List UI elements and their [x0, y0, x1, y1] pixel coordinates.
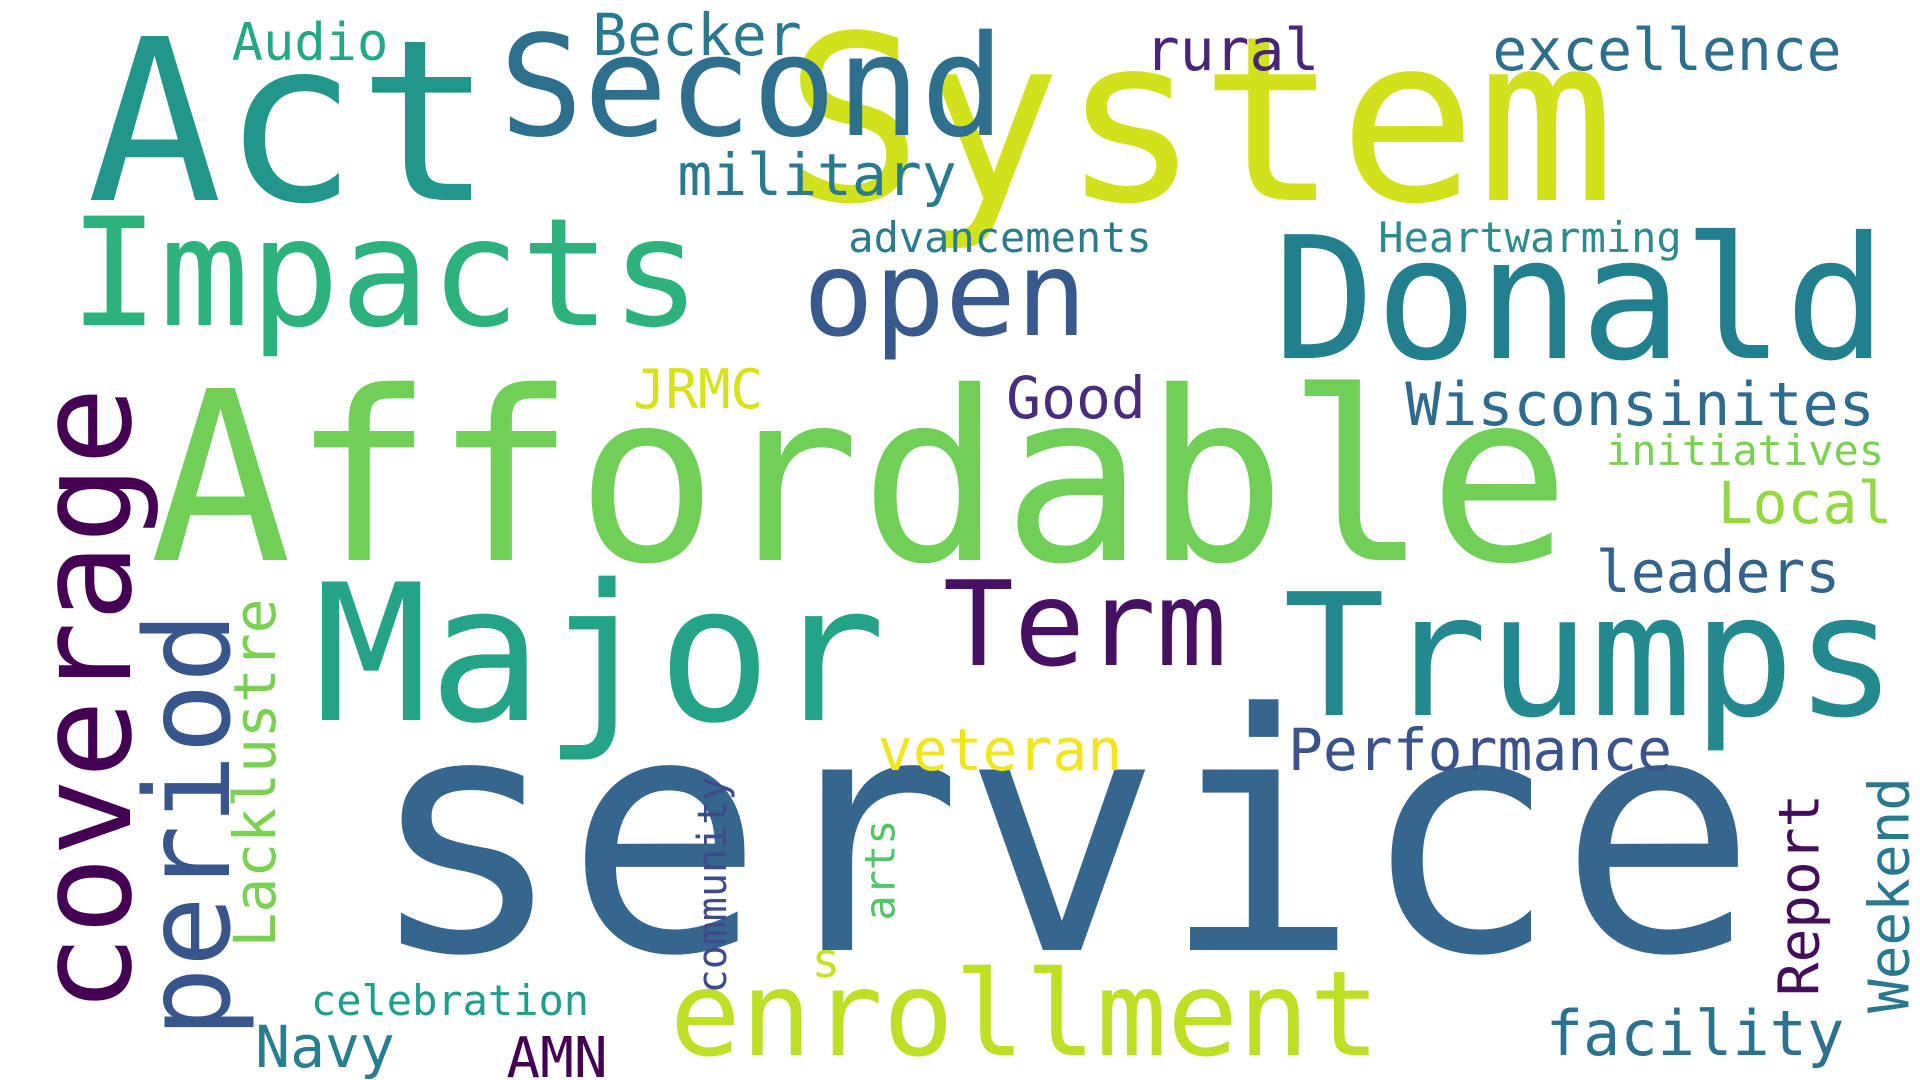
cloud-word-navy: Navy	[255, 1013, 395, 1080]
cloud-word-service: service	[367, 644, 1758, 1028]
cloud-word-initiatives: initiatives	[1606, 426, 1884, 475]
cloud-word-report: Report	[1768, 794, 1833, 996]
cloud-word-second: Second	[499, 6, 1005, 169]
cloud-word-weekend: Weekend	[1858, 777, 1920, 1013]
cloud-word-military: military	[677, 141, 956, 209]
cloud-word-coverage: coverage	[9, 387, 161, 1013]
cloud-word-celebration: celebration	[311, 976, 589, 1025]
cloud-word-rural: rural	[1145, 16, 1320, 84]
cloud-word-audio: Audio	[232, 13, 389, 73]
cloud-word-trumps: Trumps	[1283, 558, 1897, 756]
cloud-word-impacts: Impacts	[69, 187, 701, 361]
cloud-word-heartwarming: Heartwarming	[1378, 213, 1681, 262]
cloud-word-s: s	[812, 933, 841, 989]
cloud-word-system: System	[785, 0, 1616, 255]
cloud-word-act: Act	[87, 0, 493, 254]
cloud-word-open: open	[803, 225, 1087, 363]
cloud-word-term: Term	[943, 555, 1227, 693]
cloud-word-affordable: Affordable	[150, 341, 1571, 616]
cloud-word-period: period	[119, 612, 257, 1038]
cloud-word-donald: Donald	[1273, 201, 1887, 399]
cloud-word-enrollment: enrollment	[670, 945, 1380, 1080]
cloud-word-major: Major	[314, 544, 886, 765]
cloud-word-facility: facility	[1546, 997, 1845, 1070]
cloud-word-performance: Performance	[1288, 716, 1672, 784]
cloud-word-veteran: veteran	[878, 716, 1122, 784]
cloud-word-wisconsinites: Wisconsinites	[1405, 370, 1875, 440]
cloud-word-becker: Becker	[592, 1, 802, 69]
cloud-word-amn: AMN	[506, 1026, 607, 1080]
cloud-word-local: Local	[1718, 469, 1893, 537]
cloud-word-community: community	[690, 777, 736, 994]
cloud-word-excellence: excellence	[1492, 16, 1841, 84]
cloud-word-lacklustre: Lacklustre	[221, 598, 289, 947]
cloud-word-arts: arts	[856, 819, 905, 920]
cloud-word-leaders: leaders	[1596, 538, 1840, 606]
cloud-word-good: Good	[1006, 364, 1146, 432]
cloud-word-advancements: advancements	[848, 213, 1151, 262]
cloud-word-jrmc: JRMC	[633, 358, 763, 421]
